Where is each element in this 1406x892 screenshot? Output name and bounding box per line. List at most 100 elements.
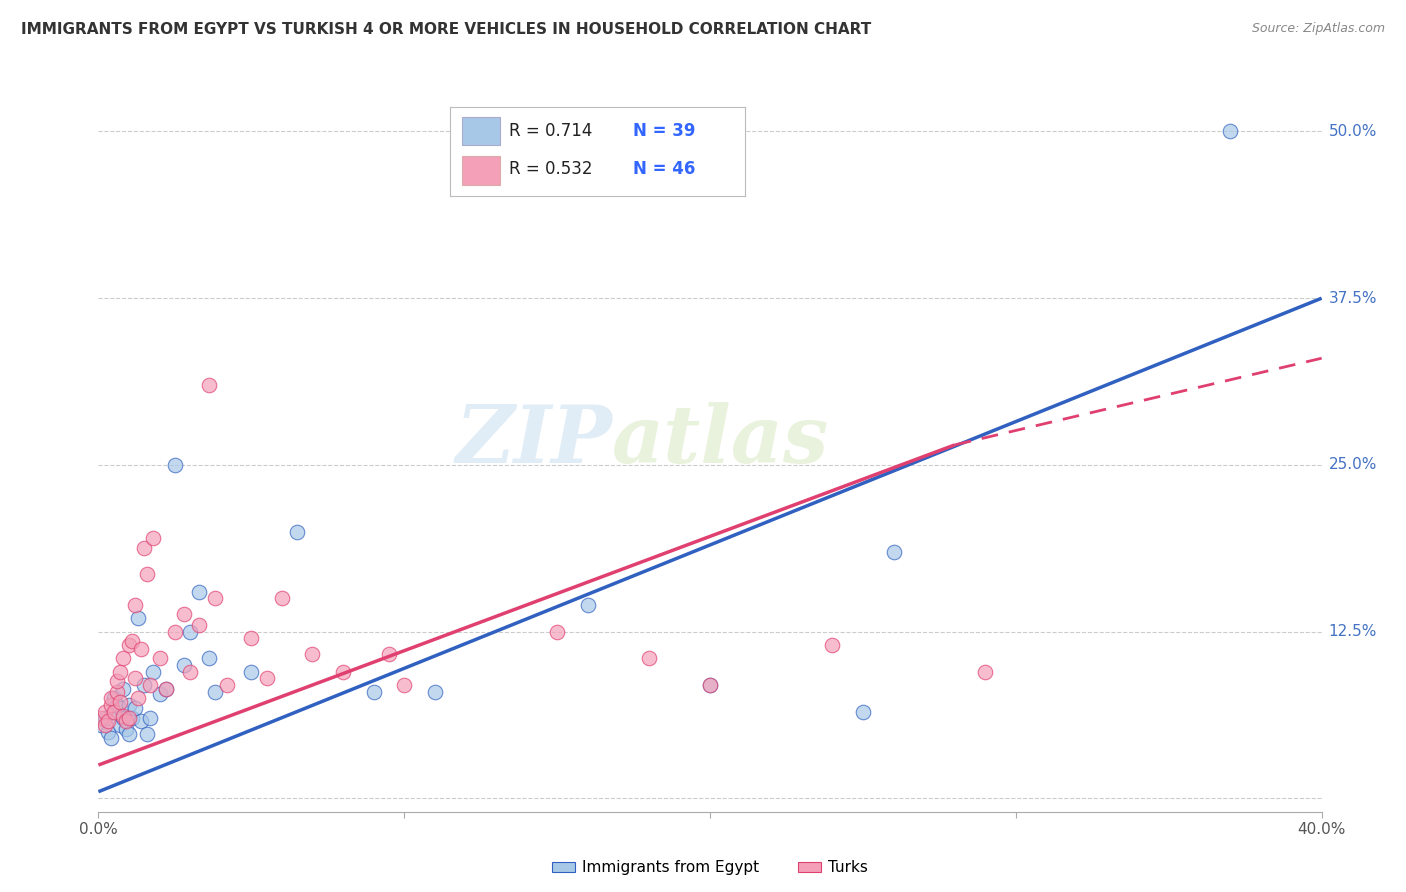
- Point: [97, 724, 120, 739]
- Point: [197, 377, 219, 392]
- Point: [105, 673, 128, 688]
- Text: R = 0.714: R = 0.714: [509, 122, 592, 140]
- Point: [149, 687, 172, 701]
- Text: Source: ZipAtlas.com: Source: ZipAtlas.com: [1251, 22, 1385, 36]
- Point: [883, 544, 905, 558]
- Point: [256, 671, 278, 685]
- Point: [108, 665, 131, 679]
- Point: [332, 665, 354, 679]
- Point: [118, 638, 141, 652]
- Point: [93, 711, 115, 725]
- Point: [163, 458, 186, 472]
- Point: [1219, 124, 1241, 138]
- Point: [142, 531, 165, 545]
- Point: [136, 727, 159, 741]
- Point: [111, 708, 134, 723]
- Point: [100, 698, 122, 712]
- Point: [127, 691, 149, 706]
- Point: [197, 651, 219, 665]
- Point: [136, 567, 159, 582]
- Point: [163, 624, 186, 639]
- Point: [118, 711, 141, 725]
- Point: [134, 541, 156, 555]
- Point: [108, 718, 131, 732]
- Text: ZIP: ZIP: [456, 402, 612, 479]
- Point: [121, 711, 143, 725]
- Point: [100, 691, 122, 706]
- Point: [821, 638, 844, 652]
- Point: [124, 598, 146, 612]
- Point: [423, 684, 446, 698]
- Text: atlas: atlas: [612, 402, 830, 479]
- Point: [118, 698, 141, 712]
- Text: N = 46: N = 46: [633, 161, 696, 178]
- Point: [699, 678, 721, 692]
- Text: N = 39: N = 39: [633, 122, 696, 140]
- Point: [155, 681, 177, 696]
- Point: [188, 584, 211, 599]
- Text: 25.0%: 25.0%: [1329, 458, 1376, 473]
- Point: [142, 665, 165, 679]
- Point: [204, 684, 226, 698]
- Point: [115, 722, 138, 736]
- Point: [179, 624, 201, 639]
- Point: [637, 651, 661, 665]
- Point: [90, 711, 112, 725]
- Point: [852, 705, 875, 719]
- Point: [129, 714, 152, 728]
- Point: [124, 671, 146, 685]
- Point: [90, 718, 112, 732]
- Point: [118, 727, 141, 741]
- Legend: Immigrants from Egypt, Turks: Immigrants from Egypt, Turks: [553, 861, 868, 875]
- Point: [546, 624, 568, 639]
- Point: [93, 718, 115, 732]
- Point: [100, 731, 122, 746]
- Bar: [461, 117, 501, 145]
- Point: [155, 681, 177, 696]
- Point: [111, 711, 134, 725]
- Point: [134, 678, 156, 692]
- Text: 12.5%: 12.5%: [1329, 624, 1376, 640]
- Point: [188, 618, 211, 632]
- Text: IMMIGRANTS FROM EGYPT VS TURKISH 4 OR MORE VEHICLES IN HOUSEHOLD CORRELATION CHA: IMMIGRANTS FROM EGYPT VS TURKISH 4 OR MO…: [21, 22, 872, 37]
- Point: [111, 651, 134, 665]
- Point: [173, 607, 195, 622]
- Point: [105, 698, 128, 712]
- Point: [392, 678, 416, 692]
- Point: [129, 642, 152, 657]
- Point: [285, 524, 308, 539]
- Point: [103, 705, 125, 719]
- Point: [240, 632, 263, 646]
- Point: [215, 678, 238, 692]
- Text: R = 0.532: R = 0.532: [509, 161, 592, 178]
- Point: [103, 691, 125, 706]
- Point: [173, 658, 195, 673]
- Point: [93, 705, 115, 719]
- Point: [111, 681, 134, 696]
- Point: [240, 665, 263, 679]
- Point: [127, 611, 149, 625]
- Point: [97, 714, 120, 728]
- Point: [121, 634, 143, 648]
- Point: [363, 684, 385, 698]
- Point: [378, 648, 401, 662]
- Point: [124, 700, 146, 714]
- Point: [974, 665, 997, 679]
- Text: 37.5%: 37.5%: [1329, 291, 1376, 306]
- Bar: [461, 156, 501, 185]
- Point: [204, 591, 226, 606]
- Point: [301, 648, 323, 662]
- Text: 50.0%: 50.0%: [1329, 124, 1376, 139]
- Point: [139, 678, 162, 692]
- Point: [105, 684, 128, 698]
- Point: [139, 711, 162, 725]
- Point: [149, 651, 172, 665]
- Point: [108, 700, 131, 714]
- Point: [576, 598, 599, 612]
- Point: [699, 678, 721, 692]
- Point: [115, 714, 138, 728]
- Point: [103, 705, 125, 719]
- Point: [108, 695, 131, 709]
- Point: [270, 591, 292, 606]
- Point: [179, 665, 201, 679]
